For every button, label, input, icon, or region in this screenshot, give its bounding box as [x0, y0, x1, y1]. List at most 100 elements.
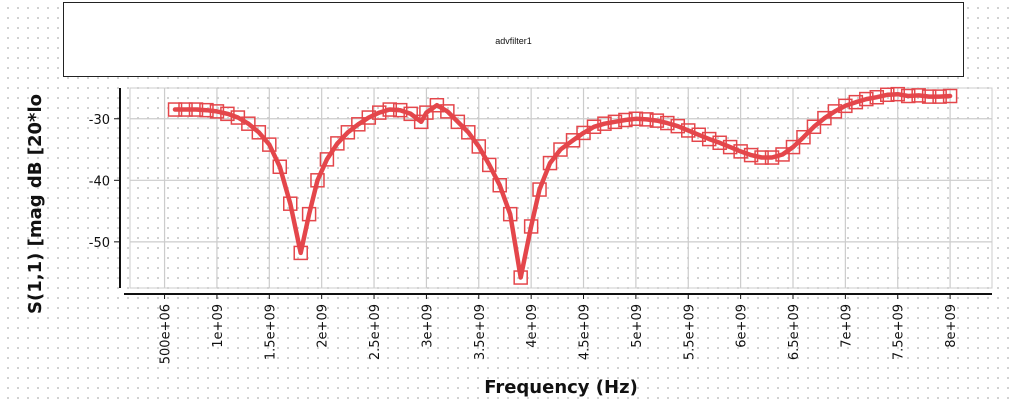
data-point-marker	[838, 98, 853, 114]
data-point-marker	[701, 131, 717, 147]
data-point-marker	[471, 139, 487, 154]
data-point-marker	[167, 102, 183, 117]
data-point-marker	[607, 114, 623, 130]
x-tick-label: 7.5e+09	[892, 304, 907, 360]
data-point-marker	[178, 102, 193, 117]
data-point-marker	[890, 86, 905, 102]
x-tick-label: 8e+09	[944, 304, 959, 348]
y-tick-label: -40	[89, 174, 110, 189]
x-tick-label: 2e+09	[316, 304, 331, 348]
x-tick-label: 6.5e+09	[787, 304, 802, 360]
data-point-marker	[241, 116, 256, 131]
data-point-marker	[319, 152, 335, 167]
data-point-marker	[372, 105, 387, 120]
data-point-marker	[743, 147, 759, 163]
data-point-marker	[413, 114, 429, 130]
data-point-marker	[492, 177, 507, 193]
data-point-marker	[502, 206, 518, 222]
data-point-marker	[523, 219, 539, 234]
data-point-marker	[827, 104, 843, 119]
y-axis-title: S(1,1) [mag dB [20*lo	[25, 94, 46, 314]
data-point-marker	[542, 155, 558, 171]
x-tick-label: 2.5e+09	[368, 304, 383, 360]
data-point-marker	[361, 110, 377, 125]
data-point-marker	[681, 123, 696, 138]
data-point-marker	[283, 196, 298, 211]
chart-title-box: advfilter1	[63, 2, 964, 77]
data-point-marker	[188, 102, 204, 117]
data-point-marker	[440, 104, 455, 119]
data-point-marker	[660, 115, 675, 131]
data-point-marker	[859, 91, 874, 107]
data-point-marker	[450, 114, 466, 130]
data-point-marker	[565, 133, 581, 148]
data-point-marker	[482, 157, 497, 173]
data-point-marker	[262, 137, 277, 152]
data-point-marker	[553, 142, 568, 157]
data-point-marker	[340, 125, 356, 140]
data-point-marker	[461, 125, 476, 140]
data-point-marker	[712, 135, 727, 151]
x-tick-label: 3e+09	[420, 304, 435, 348]
x-tick-label: 7e+09	[839, 304, 854, 348]
plot-frame	[129, 87, 993, 289]
x-tick-label: 6e+09	[735, 304, 750, 348]
data-point-marker	[754, 150, 769, 165]
series-layer	[167, 86, 958, 285]
data-point-marker	[869, 89, 885, 105]
data-point-marker	[532, 182, 547, 197]
chart-title: advfilter1	[495, 36, 532, 46]
data-point-marker	[382, 102, 398, 117]
axes-layer	[114, 88, 992, 299]
data-point-marker	[911, 88, 926, 103]
data-point-marker	[880, 87, 895, 103]
data-point-marker	[403, 106, 418, 122]
data-point-marker	[513, 270, 528, 285]
data-point-marker	[419, 105, 434, 120]
x-tick-label: 4e+09	[525, 304, 540, 348]
x-tick-label: 1.5e+09	[263, 304, 278, 360]
x-tick-label: 1e+09	[211, 304, 226, 348]
x-axis-title: Frequency (Hz)	[484, 377, 638, 398]
tick-layer: 500e+06 1e+09 1.5e+09 2e+09 2.5e+09 3e+09 3.5e…	[89, 113, 959, 364]
x-tick-label: 500e+06	[159, 304, 174, 364]
data-point-marker	[691, 127, 706, 143]
data-point-marker	[722, 139, 738, 155]
data-point-marker	[220, 106, 235, 122]
data-point-marker	[272, 159, 288, 175]
data-point-marker	[392, 102, 408, 118]
data-point-marker	[932, 89, 947, 104]
data-point-marker	[199, 102, 214, 118]
data-point-marker	[764, 150, 780, 165]
data-point-marker	[301, 206, 317, 222]
data-point-marker	[649, 113, 665, 128]
data-point-marker	[330, 136, 345, 151]
data-point-marker	[806, 119, 822, 135]
x-tick-label: 5e+09	[630, 304, 645, 348]
data-point-marker	[618, 112, 633, 128]
data-point-marker	[942, 88, 958, 104]
x-tick-label: 4.5e+09	[578, 304, 593, 360]
data-point-marker	[900, 88, 916, 104]
data-point-marker	[796, 129, 811, 145]
data-point-marker	[670, 118, 686, 134]
data-point-marker	[848, 94, 864, 110]
grid-layer	[130, 88, 992, 288]
data-point-marker	[628, 111, 644, 127]
data-point-marker	[209, 104, 225, 119]
series-line	[172, 91, 953, 280]
data-point-marker	[639, 112, 654, 127]
data-point-marker	[251, 125, 267, 140]
data-point-marker	[586, 119, 602, 135]
data-point-marker	[310, 173, 325, 188]
data-point-marker	[921, 89, 937, 104]
data-point-marker	[775, 147, 790, 162]
data-point-marker	[293, 245, 308, 261]
data-point-marker	[733, 144, 748, 159]
y-tick-label: -50	[89, 236, 110, 251]
x-tick-label: 3.5e+09	[473, 304, 488, 360]
data-point-marker	[785, 139, 801, 155]
data-point-marker	[597, 116, 612, 131]
y-tick-label: -30	[89, 113, 110, 128]
